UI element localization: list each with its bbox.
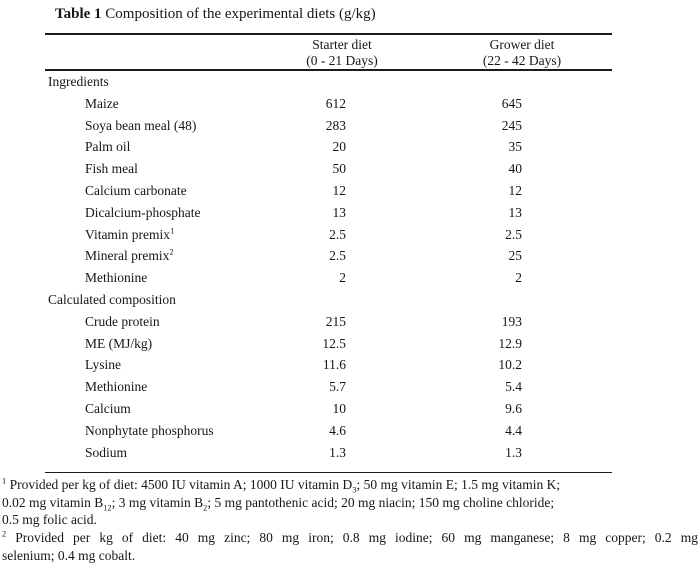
grower-diet-period: (22 - 42 Days) [482,53,562,68]
grower-diet-value: 4.4 [505,422,522,438]
grower-diet-value: 645 [501,95,522,111]
table-row: Mineral premix2 2.5 25 [45,245,612,267]
superscript-marker: 2 [2,529,7,539]
ingredient-label: Palm oil [85,139,131,155]
table-row: Lysine 11.6 10.2 [45,354,612,376]
table-row: ME (MJ/kg) 12.5 12.9 [45,333,612,355]
grower-diet-value: 13 [508,204,523,220]
starter-diet-value: 50 [332,161,347,177]
grower-diet-value: 2.5 [505,226,522,242]
superscript-marker: 1 [2,476,7,486]
grower-diet-value: 12.9 [498,335,522,351]
starter-diet-value: 10 [332,400,347,416]
table-row: Palm oil 20 35 [45,136,612,158]
table-row: Methionine 2 2 [45,267,612,289]
footnote-line: 2 Provided per kg of diet: 40 mg zinc; 8… [2,529,698,546]
starter-diet-value: 283 [325,117,346,133]
section-header: Calculated composition [48,291,176,307]
ingredient-label: Calcium carbonate [85,182,187,198]
table-row: Maize 612 645 [45,93,612,115]
table-title-label: Table 1 [55,6,102,22]
ingredient-label: Crude protein [85,313,160,329]
table-row: Calcium carbonate 12 12 [45,180,612,202]
grower-diet-value: 193 [501,313,522,329]
ingredient-label: Sodium [85,444,128,460]
superscript-marker: 2 [169,247,174,257]
column-header-grower-diet: Grower diet (22 - 42 Days) [483,37,561,69]
table-body: Ingredients Maize 612 645 Soya bean meal (48… [45,71,612,463]
grower-diet-value: 35 [508,139,523,155]
starter-diet-value: 20 [332,139,347,155]
grower-diet-value: 9.6 [505,400,522,416]
table-title-text: Composition of the experimental diets (g… [105,6,376,22]
table-title: Table 1 Composition of the experimental … [55,5,376,24]
section-header: Ingredients [48,74,109,89]
table-row: Dicalcium-phosphate 13 13 [45,202,612,224]
table-row: Methionine 5.7 5.4 [45,376,612,398]
table-row: Nonphytate phosphorus 4.6 4.4 [45,420,612,442]
ingredient-label: Nonphytate phosphorus [85,422,214,438]
column-header-starter-diet: Starter diet (0 - 21 Days) [306,37,378,69]
table-row: Fish meal 50 40 [45,158,612,180]
ingredient-label: Methionine [85,379,148,395]
table-header-row: Starter diet (0 - 21 Days) Grower diet (… [45,35,612,69]
table-top-rule [45,33,612,35]
table-footnotes: 1 Provided per kg of diet: 4500 IU vitam… [2,476,698,565]
grower-diet-value: 1.3 [505,444,522,460]
starter-diet-value: 4.6 [329,422,346,438]
table-row: Sodium 1.3 1.3 [45,442,612,464]
grower-diet-value: 25 [508,248,523,264]
starter-diet-period: (0 - 21 Days) [306,53,378,68]
starter-diet-value: 215 [325,313,346,329]
footnote-line: 0.5 mg folic acid. [2,512,97,528]
footnote-line: selenium; 0.4 mg cobalt. [2,547,136,563]
ingredient-label: Vitamin premix1 [85,226,175,242]
footnote-line: 1 Provided per kg of diet: 4500 IU vitam… [2,476,561,495]
table-row: Calcium 10 9.6 [45,398,612,420]
superscript-marker: 1 [170,226,175,236]
starter-diet-value: 12.5 [322,335,346,351]
starter-diet-value: 5.7 [329,379,346,395]
grower-diet-value: 2 [515,270,522,286]
table-row: Vitamin premix1 2.5 2.5 [45,224,612,246]
subscript-text: 12 [103,503,112,513]
footnote-line: 0.02 mg vitamin B12; 3 mg vitamin B2; 5 … [2,494,555,513]
ingredient-label: ME (MJ/kg) [85,335,153,351]
ingredient-label: Methionine [85,270,148,286]
starter-diet-value: 2.5 [329,226,346,242]
subscript-text: 3 [352,485,357,495]
starter-diet-value: 12 [332,182,347,198]
subscript-text: 2 [203,503,208,513]
ingredient-label: Lysine [85,357,121,373]
ingredient-label: Soya bean meal (48) [85,117,197,133]
grower-diet-value: 245 [501,117,522,133]
ingredient-label: Dicalcium-phosphate [85,204,201,220]
grower-diet-value: 40 [508,161,523,177]
starter-diet-name: Starter diet [312,37,372,52]
grower-diet-name: Grower diet [489,37,555,52]
table-bottom-rule [45,472,612,474]
starter-diet-value: 612 [325,95,346,111]
grower-diet-value: 5.4 [505,379,522,395]
ingredient-label: Fish meal [85,161,138,177]
starter-diet-value: 11.6 [322,357,346,373]
starter-diet-value: 13 [332,204,347,220]
table-header-rule [45,69,612,71]
starter-diet-value: 2 [339,270,346,286]
grower-diet-value: 12 [508,182,523,198]
ingredient-label: Mineral premix2 [85,247,174,264]
diet-composition-table: Starter diet (0 - 21 Days) Grower diet (… [45,33,612,474]
table-row: Crude protein 215 193 [45,311,612,333]
ingredient-label: Calcium [85,400,131,416]
starter-diet-value: 2.5 [329,248,346,264]
ingredient-label: Maize [85,95,119,111]
starter-diet-value: 1.3 [329,444,346,460]
grower-diet-value: 10.2 [498,357,522,373]
table-row: Soya bean meal (48) 283 245 [45,115,612,137]
